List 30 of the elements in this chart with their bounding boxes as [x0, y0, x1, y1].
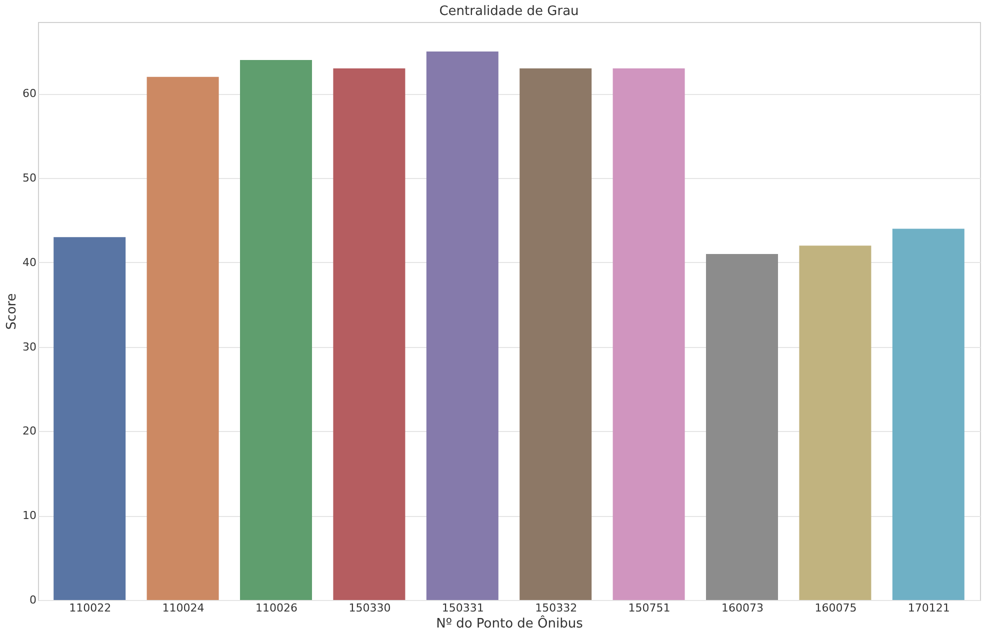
y-tick-label: 40 [22, 256, 36, 269]
y-tick-label: 20 [22, 424, 36, 438]
y-tick-label: 0 [30, 594, 36, 606]
y-tick-label: 50 [22, 172, 36, 185]
x-axis-title: Nº do Ponto de Ônibus [436, 614, 584, 632]
x-tick-label: 150332 [535, 602, 578, 614]
bar [892, 228, 964, 600]
bar [240, 60, 312, 600]
bar [612, 68, 685, 600]
y-tick-label: 10 [22, 509, 36, 522]
x-tick-label: 110024 [162, 602, 204, 614]
y-tick-label: 60 [22, 87, 36, 100]
bar [520, 68, 592, 600]
y-axis-title: Score [4, 293, 20, 330]
x-tick-label: 150330 [348, 602, 391, 614]
bar [333, 68, 406, 600]
x-tick-label: 160073 [722, 602, 764, 614]
x-tick-label: 150331 [442, 602, 484, 614]
bar [146, 76, 219, 600]
x-tick-label: 110022 [69, 602, 112, 614]
bar [426, 52, 498, 600]
x-tick-label: 110026 [256, 602, 298, 614]
x-tick-label: 150751 [628, 602, 670, 614]
chart-title: Centralidade de Grau [439, 4, 579, 19]
x-tick-label: 170121 [908, 602, 950, 614]
x-tick-label: 160075 [814, 602, 857, 614]
bar [706, 254, 778, 600]
bar [799, 246, 872, 600]
bar [54, 237, 126, 600]
y-tick-label: 30 [22, 340, 36, 354]
